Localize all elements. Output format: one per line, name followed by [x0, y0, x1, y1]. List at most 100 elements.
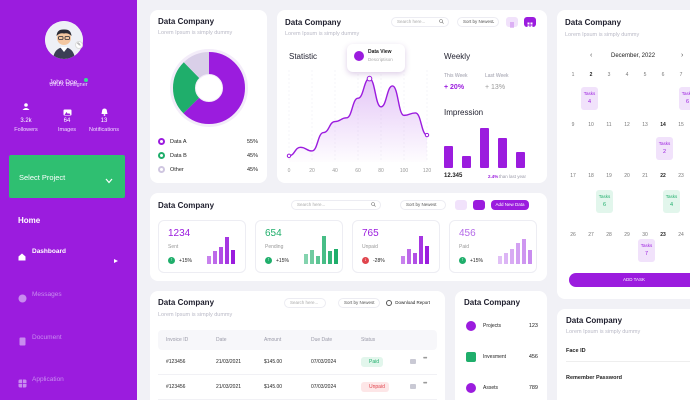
face-id-setting[interactable]: Face ID — [566, 348, 586, 354]
next-month-button[interactable]: › — [681, 52, 684, 59]
legend-value: 45% — [246, 167, 258, 173]
stat-tile[interactable]: 456 Paid ↑ +15% — [449, 220, 537, 273]
calendar-day[interactable]: 19 — [606, 173, 612, 179]
nav-item-application[interactable]: Application — [16, 374, 126, 388]
task-marker[interactable]: Tasks 7 — [638, 239, 655, 262]
task-marker[interactable]: Tasks 2 — [656, 137, 673, 160]
tile-bar — [425, 245, 429, 264]
calendar-day[interactable]: 13 — [642, 122, 648, 128]
search-input[interactable]: Search here... — [284, 298, 326, 308]
followers-icon — [22, 103, 30, 110]
search-placeholder: Search here... — [397, 19, 426, 24]
tooltip-icon — [354, 51, 364, 61]
calendar-day[interactable]: 26 — [570, 232, 576, 238]
list-view-button[interactable] — [455, 200, 467, 210]
calendar-day[interactable]: 23 — [660, 232, 666, 238]
tile-value: 654 — [265, 228, 282, 239]
stat-tile[interactable]: 1234 Sent ↑ +15% — [158, 220, 246, 273]
calendar-day[interactable]: 27 — [588, 232, 594, 238]
calendar-day[interactable]: 2 — [589, 72, 593, 78]
impression-value: 12.345 — [444, 173, 463, 179]
task-marker[interactable]: Tasks 6 — [679, 87, 690, 110]
calendar-day[interactable]: 29 — [624, 232, 630, 238]
remember-password-setting[interactable]: Remember Password — [566, 375, 622, 381]
search-icon — [439, 19, 444, 27]
download-report-button[interactable]: Download Report — [386, 298, 430, 308]
add-new-data-button[interactable]: Add New Data — [491, 200, 529, 210]
card-title: Data Company — [565, 18, 622, 27]
sort-label: Sort by Newest — [463, 19, 494, 24]
data-point[interactable] — [424, 132, 430, 138]
summary-item[interactable]: Invesment 456 — [464, 351, 538, 365]
grid-view-button[interactable] — [524, 17, 536, 28]
prev-month-button[interactable]: ‹ — [590, 52, 593, 59]
list-view-button[interactable] — [506, 17, 518, 28]
sort-dropdown[interactable]: Sort by Newest ⌄ — [457, 17, 499, 27]
calendar-day[interactable]: 21 — [642, 173, 648, 179]
calendar-day[interactable]: 12 — [624, 122, 630, 128]
calendar-day[interactable]: 17 — [570, 173, 576, 179]
printer-icon[interactable] — [410, 359, 416, 364]
calendar-day[interactable]: 9 — [571, 122, 575, 128]
nav-item-label: Dashboard — [32, 248, 66, 255]
edit-avatar-icon[interactable]: ✎ — [75, 41, 83, 49]
calendar-day[interactable]: 22 — [660, 173, 666, 179]
data-point[interactable] — [366, 75, 373, 82]
task-marker[interactable]: Tasks 4 — [581, 87, 598, 110]
calendar-day[interactable]: 1 — [571, 72, 575, 78]
add-task-button[interactable]: ADD TASK — [569, 273, 690, 287]
summary-item[interactable]: Assets 789 — [464, 382, 538, 396]
data-point[interactable] — [286, 153, 292, 159]
caret-right-icon — [114, 250, 118, 268]
stat-tile[interactable]: 765 Unpaid ↓ -28% — [352, 220, 440, 273]
arrow-up-icon: ↑ — [459, 257, 466, 264]
calendar-day[interactable]: 15 — [678, 122, 684, 128]
legend-item: Other 45% — [158, 166, 258, 174]
calendar-day[interactable]: 20 — [624, 173, 630, 179]
sort-dropdown[interactable]: Sort by Newest — [338, 298, 380, 308]
calendar-day[interactable]: 3 — [607, 72, 611, 78]
calendar-day[interactable]: 10 — [588, 122, 594, 128]
more-icon[interactable]: ••• — [423, 356, 427, 362]
printer-icon[interactable] — [410, 384, 416, 389]
nav-item-messages[interactable]: Messages — [16, 289, 126, 303]
images-count: 64 — [63, 118, 71, 124]
tile-bar — [401, 255, 405, 264]
task-marker[interactable]: Tasks 6 — [596, 190, 613, 213]
card-subtitle: Lorem Ipsum is simply dummy — [566, 329, 641, 335]
calendar-day[interactable]: 11 — [606, 122, 612, 128]
calendar-day[interactable]: 30 — [642, 232, 648, 238]
calendar-day[interactable]: 18 — [588, 173, 594, 179]
task-count: 4 — [669, 202, 674, 208]
select-project-dropdown[interactable]: Select Project — [9, 155, 125, 198]
x-tick-label: 20 — [309, 168, 315, 174]
tile-value: 1234 — [168, 228, 191, 239]
calendar-day[interactable]: 28 — [606, 232, 612, 238]
calendar-day[interactable]: 23 — [678, 173, 684, 179]
nav-home[interactable]: Home — [18, 216, 41, 225]
calendar-day[interactable]: 4 — [625, 72, 629, 78]
calendar-day[interactable]: 14 — [660, 122, 666, 128]
table-row[interactable]: #123456 21/03/2021 $145.00 07/03/2024 Unpaid… — [158, 375, 437, 400]
nav-item-dashboard[interactable]: Dashboard — [16, 246, 126, 263]
calendar-day[interactable]: 5 — [643, 72, 647, 78]
calendar-day[interactable]: 6 — [661, 72, 665, 78]
money-icon — [466, 352, 476, 362]
chart-tooltip: Data View Descriptison — [347, 44, 405, 72]
task-marker[interactable]: Tasks 4 — [663, 190, 680, 213]
grid-view-button[interactable] — [473, 200, 485, 210]
nav-item-document[interactable]: Document — [16, 332, 126, 346]
avatar[interactable] — [45, 21, 83, 59]
sort-label: Sort by Newest — [344, 300, 375, 305]
arrow-up-icon: ↑ — [168, 257, 175, 264]
tile-label: Sent — [168, 244, 179, 250]
sort-dropdown[interactable]: Sort by Newest — [400, 200, 446, 210]
summary-item[interactable]: Projects 123 — [464, 320, 538, 334]
more-icon[interactable]: ••• — [423, 381, 427, 387]
calendar-day[interactable]: 24 — [678, 232, 684, 238]
search-input[interactable]: Search here... — [291, 200, 381, 210]
table-row[interactable]: #123456 21/03/2021 $145.00 07/03/2024 Paid ••… — [158, 350, 437, 375]
calendar-day[interactable]: 7 — [679, 72, 683, 78]
search-input[interactable]: Search here... — [391, 17, 449, 27]
stat-tile[interactable]: 654 Pending ↑ +15% — [255, 220, 343, 273]
